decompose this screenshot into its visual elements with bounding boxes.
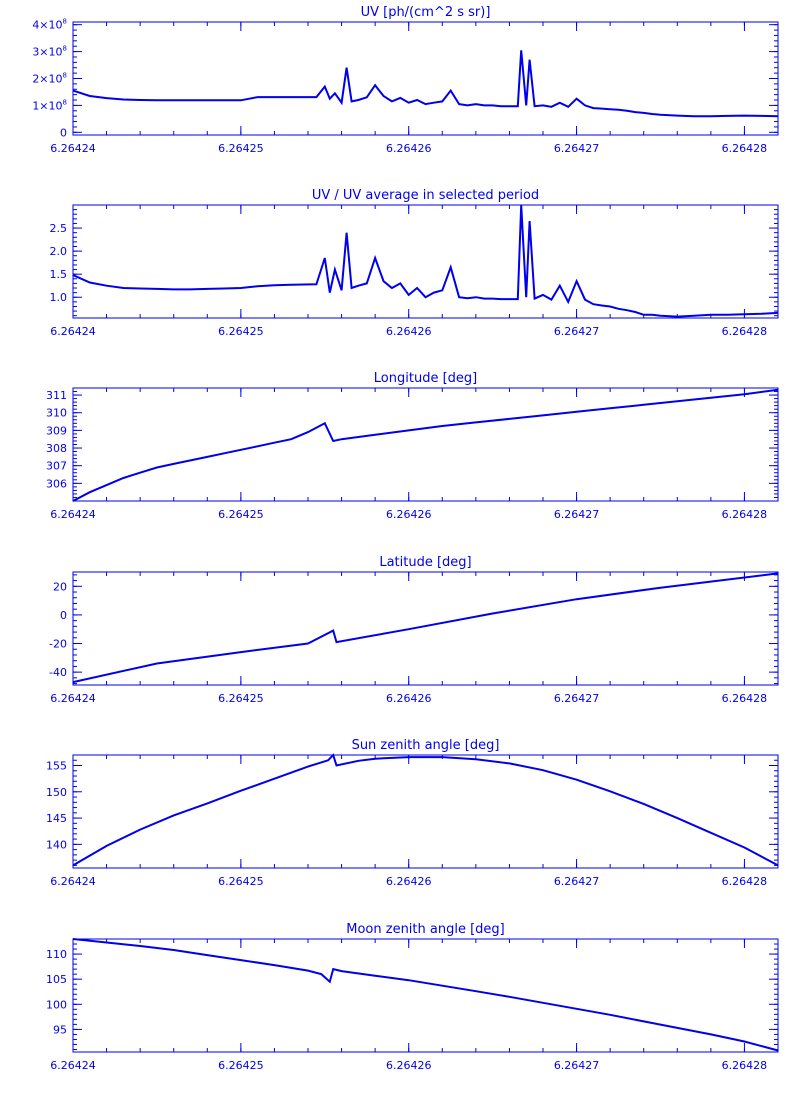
x-tick-label: 6.26428 <box>722 692 768 705</box>
x-tick-label: 6.26425 <box>218 325 264 338</box>
y-tick-label: 95 <box>53 1023 67 1036</box>
y-tick-label: 105 <box>46 973 67 986</box>
x-tick-label: 6.26427 <box>554 325 600 338</box>
plot-frame <box>72 21 779 136</box>
x-tick-label: 6.26428 <box>722 875 768 888</box>
data-series-line <box>72 938 779 1052</box>
y-tick-base: 2×10 <box>32 73 62 86</box>
x-tick-label: 6.26428 <box>722 1059 768 1072</box>
chart-title: UV [ph/(cm^2 s sr)] <box>361 5 491 20</box>
x-tick-label: 6.26426 <box>386 142 432 155</box>
x-tick-label: 6.26424 <box>50 875 96 888</box>
y-tick-label: 100 <box>46 998 67 1011</box>
y-tick-label: 308 <box>46 442 67 455</box>
y-tick-base: 1×10 <box>32 99 62 112</box>
y-tick-label: 2.0 <box>50 245 68 258</box>
y-tick-label: 1.0 <box>50 291 68 304</box>
chart-title: UV / UV average in selected period <box>312 188 539 203</box>
y-tick-exponent: 8 <box>63 98 67 106</box>
y-tick-label: 307 <box>46 460 67 473</box>
data-series-line <box>72 204 779 318</box>
x-tick-label: 6.26428 <box>722 508 768 521</box>
data-series-line <box>72 753 779 867</box>
y-tick-label: 20 <box>53 580 67 593</box>
y-tick-label: 0 <box>60 609 67 622</box>
y-tick-label: 1.5 <box>50 268 68 281</box>
y-tick-label: 309 <box>46 424 67 437</box>
x-tick-label: 6.26425 <box>218 1059 264 1072</box>
y-tick-label: 140 <box>46 838 67 851</box>
x-tick-label: 6.26424 <box>50 1059 96 1072</box>
chart-panel: Latitude [deg] 6.26424 6.26425 6.26426 6.264… <box>49 555 779 705</box>
x-tick-label: 6.26427 <box>554 692 600 705</box>
y-tick-label: 311 <box>46 389 67 402</box>
x-tick-label: 6.26428 <box>722 142 768 155</box>
x-tick-label: 6.26426 <box>386 508 432 521</box>
y-tick-label: 310 <box>46 407 67 420</box>
y-tick-label: 4×108 <box>32 18 67 32</box>
chart-panel: UV / UV average in selected period 6.2642… <box>50 188 779 338</box>
data-series-line <box>72 572 779 684</box>
plot-frame <box>72 938 779 1053</box>
y-tick-label: 306 <box>46 477 67 490</box>
y-tick-exponent: 8 <box>63 72 67 80</box>
x-tick-label: 6.26425 <box>218 142 264 155</box>
data-series-line <box>72 388 779 502</box>
x-tick-label: 6.26424 <box>50 325 96 338</box>
y-tick-label: 1×108 <box>32 98 67 112</box>
chart-title: Latitude [deg] <box>379 555 471 570</box>
y-tick-label: 3×108 <box>32 45 67 59</box>
y-tick-label: 150 <box>46 786 67 799</box>
x-tick-label: 6.26426 <box>386 875 432 888</box>
y-tick-exponent: 8 <box>63 45 67 53</box>
x-tick-label: 6.26426 <box>386 692 432 705</box>
y-tick-label: 145 <box>46 812 67 825</box>
y-tick-label: -20 <box>49 638 67 651</box>
y-tick-label: 2.5 <box>50 222 68 235</box>
x-tick-label: 6.26428 <box>722 325 768 338</box>
x-tick-label: 6.26426 <box>386 1059 432 1072</box>
chart-panel: Moon zenith angle [deg] 6.26424 6.26425 6.2… <box>46 922 779 1072</box>
x-tick-label: 6.26425 <box>218 875 264 888</box>
chart-panel: Longitude [deg] 6.26424 6.26425 6.26426 6.26… <box>46 371 779 521</box>
chart-title: Longitude [deg] <box>374 371 477 386</box>
x-tick-label: 6.26424 <box>50 692 96 705</box>
x-tick-label: 6.26424 <box>50 142 96 155</box>
chart-title: Sun zenith angle [deg] <box>352 738 500 753</box>
data-series-line <box>72 50 779 118</box>
y-tick-base: 4×10 <box>32 19 62 32</box>
plot-frame <box>72 571 779 686</box>
plot-frame <box>72 204 779 319</box>
y-tick-label: 0 <box>60 126 67 139</box>
y-tick-label: 110 <box>46 948 67 961</box>
y-tick-label: 155 <box>46 760 67 773</box>
x-tick-label: 6.26427 <box>554 142 600 155</box>
chart-panel: Sun zenith angle [deg] 6.26424 6.26425 6.26… <box>46 738 779 888</box>
chart-title: Moon zenith angle [deg] <box>346 922 504 937</box>
x-tick-label: 6.26427 <box>554 1059 600 1072</box>
plot-frame <box>72 387 779 502</box>
x-tick-label: 6.26426 <box>386 325 432 338</box>
y-tick-exponent: 8 <box>63 18 67 26</box>
x-tick-label: 6.26425 <box>218 508 264 521</box>
y-tick-label: -40 <box>49 666 67 679</box>
chart-panel: UV [ph/(cm^2 s sr)] 6.26424 6.26425 6.26426… <box>32 5 779 155</box>
y-tick-label: 2×108 <box>32 72 67 86</box>
y-tick-base: 3×10 <box>32 46 62 59</box>
x-tick-label: 6.26424 <box>50 508 96 521</box>
x-tick-label: 6.26427 <box>554 875 600 888</box>
x-tick-label: 6.26427 <box>554 508 600 521</box>
x-tick-label: 6.26425 <box>218 692 264 705</box>
plot-frame <box>72 754 779 869</box>
